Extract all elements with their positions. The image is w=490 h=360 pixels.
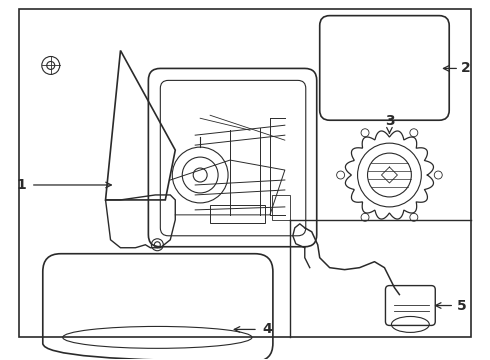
Text: 2: 2: [461, 62, 471, 76]
Text: 5: 5: [457, 298, 467, 312]
Text: 3: 3: [385, 114, 394, 128]
Bar: [272, 195, 290, 220]
Bar: [210, 205, 265, 223]
Text: 4: 4: [262, 323, 271, 337]
Text: 1: 1: [16, 178, 26, 192]
